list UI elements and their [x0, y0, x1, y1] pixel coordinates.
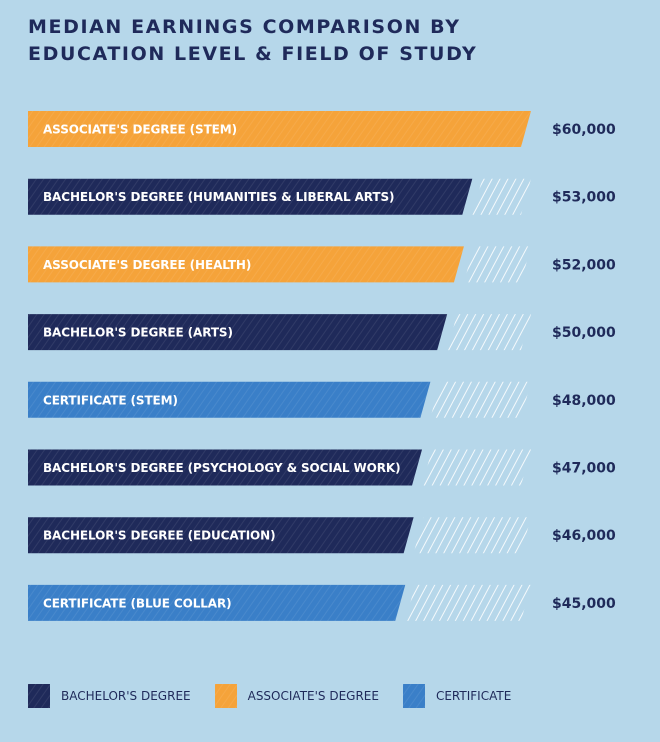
bar-label: ASSOCIATE'S DEGREE (HEALTH) [43, 258, 251, 272]
bars-layer: ASSOCIATE'S DEGREE (STEM) $60,000 BACHELOR… [28, 111, 616, 621]
bar-row: CERTIFICATE (STEM) $48,000 [28, 381, 616, 418]
value-label: $48,000 [552, 393, 616, 409]
bar-row: BACHELOR'S DEGREE (ARTS) $50,000 [28, 314, 616, 351]
bar-row: CERTIFICATE (BLUE COLLAR) $45,000 [28, 584, 616, 621]
bar [28, 111, 531, 147]
chart-title: MEDIAN EARNINGS COMPARISON BY EDUCATION … [28, 14, 628, 68]
legend-item-certificate: CERTIFICATE [402, 684, 512, 708]
value-label: $46,000 [552, 528, 616, 544]
bar-remainder [430, 381, 531, 418]
legend-label-associate: ASSOCIATE'S DEGREE [247, 689, 379, 703]
bar [28, 584, 406, 621]
bar-label: BACHELOR'S DEGREE (ARTS) [43, 326, 233, 340]
legend: BACHELOR'S DEGREE ASSOCIATE'S DEGREE CER… [28, 683, 535, 709]
legend-swatch-certificate [402, 684, 425, 708]
bar-remainder [463, 246, 531, 283]
chart-title-line-1: MEDIAN EARNINGS COMPARISON BY [28, 16, 461, 38]
bar-label: BACHELOR'S DEGREE (HUMANITIES & LIBERAL … [43, 190, 394, 204]
bar [28, 381, 431, 418]
value-label: $53,000 [552, 190, 616, 206]
bar-label: CERTIFICATE (STEM) [43, 393, 178, 407]
legend-item-associate: ASSOCIATE'S DEGREE [214, 684, 379, 708]
bar-row: BACHELOR'S DEGREE (EDUCATION) $46,000 [28, 517, 616, 554]
value-label: $50,000 [552, 325, 616, 341]
bar-remainder [413, 517, 531, 554]
legend-item-bachelor: BACHELOR'S DEGREE [28, 684, 191, 708]
legend-label-bachelor: BACHELOR'S DEGREE [61, 689, 191, 703]
value-label: $47,000 [552, 461, 616, 477]
bar [28, 517, 414, 554]
bar-label: CERTIFICATE (BLUE COLLAR) [43, 596, 232, 610]
value-label: $60,000 [552, 122, 616, 138]
bar-label: ASSOCIATE'S DEGREE (STEM) [43, 123, 237, 137]
legend-swatch-bachelor [28, 684, 50, 708]
bar [28, 314, 448, 351]
bar-row: ASSOCIATE'S DEGREE (HEALTH) $52,000 [28, 246, 616, 283]
value-label: $52,000 [552, 257, 616, 273]
bar-row: BACHELOR'S DEGREE (HUMANITIES & LIBERAL … [28, 178, 616, 215]
bar-remainder [447, 314, 531, 351]
legend-label-certificate: CERTIFICATE [435, 689, 512, 703]
bar [28, 178, 473, 215]
bar-row: BACHELOR'S DEGREE (PSYCHOLOGY & SOCIAL W… [28, 449, 616, 486]
bar-label: BACHELOR'S DEGREE (EDUCATION) [43, 529, 275, 543]
bar-remainder [405, 584, 531, 621]
bar-remainder [472, 178, 531, 215]
bar-row: ASSOCIATE'S DEGREE (STEM) $60,000 [28, 111, 616, 147]
bar-label: BACHELOR'S DEGREE (PSYCHOLOGY & SOCIAL W… [43, 461, 401, 475]
bar [28, 246, 464, 283]
legend-swatch-associate [214, 684, 237, 708]
bar [28, 449, 423, 486]
chart-title-line-2: EDUCATION LEVEL & FIELD OF STUDY [28, 43, 478, 65]
value-label: $45,000 [552, 596, 616, 612]
bar-remainder [422, 449, 531, 486]
